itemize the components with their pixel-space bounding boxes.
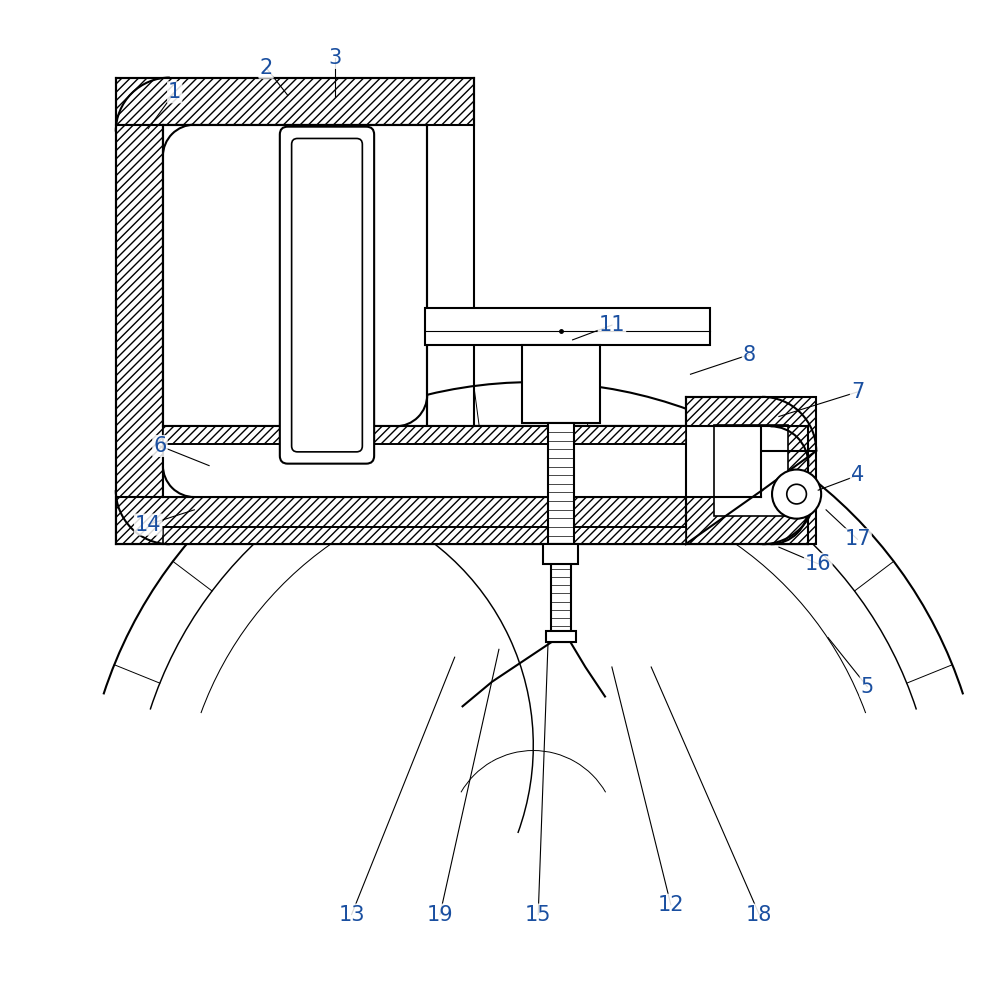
Circle shape	[786, 484, 806, 504]
Bar	[163, 426, 761, 497]
Text: 11: 11	[599, 315, 625, 335]
Text: 5: 5	[861, 677, 874, 697]
Text: 4: 4	[851, 465, 864, 485]
Bar	[522, 345, 600, 423]
Bar	[163, 527, 686, 544]
Bar	[427, 426, 761, 473]
Bar	[163, 426, 686, 444]
Bar	[425, 308, 710, 345]
Text: 15: 15	[525, 905, 551, 925]
Bar	[546, 631, 576, 642]
Text: 3: 3	[328, 48, 342, 68]
Bar	[116, 125, 163, 544]
Bar	[551, 544, 571, 642]
Circle shape	[772, 470, 821, 519]
Text: 1: 1	[168, 82, 182, 102]
FancyBboxPatch shape	[280, 127, 374, 464]
Bar	[686, 397, 816, 544]
Text: 12: 12	[658, 895, 684, 915]
Bar	[543, 544, 579, 564]
Text: 18: 18	[746, 905, 773, 925]
Bar	[116, 78, 474, 125]
Text: 16: 16	[805, 554, 832, 574]
FancyBboxPatch shape	[291, 138, 363, 452]
Bar	[761, 426, 808, 544]
Text: 19: 19	[427, 905, 453, 925]
Text: 8: 8	[743, 345, 756, 365]
Bar	[548, 423, 574, 544]
Text: 13: 13	[338, 905, 365, 925]
Text: 2: 2	[260, 58, 273, 78]
Text: 7: 7	[851, 382, 864, 402]
Bar	[116, 497, 808, 544]
Bar	[714, 425, 788, 516]
Bar	[163, 125, 427, 426]
Text: 6: 6	[153, 436, 167, 456]
Text: 14: 14	[135, 515, 161, 535]
Text: 17: 17	[845, 529, 870, 549]
